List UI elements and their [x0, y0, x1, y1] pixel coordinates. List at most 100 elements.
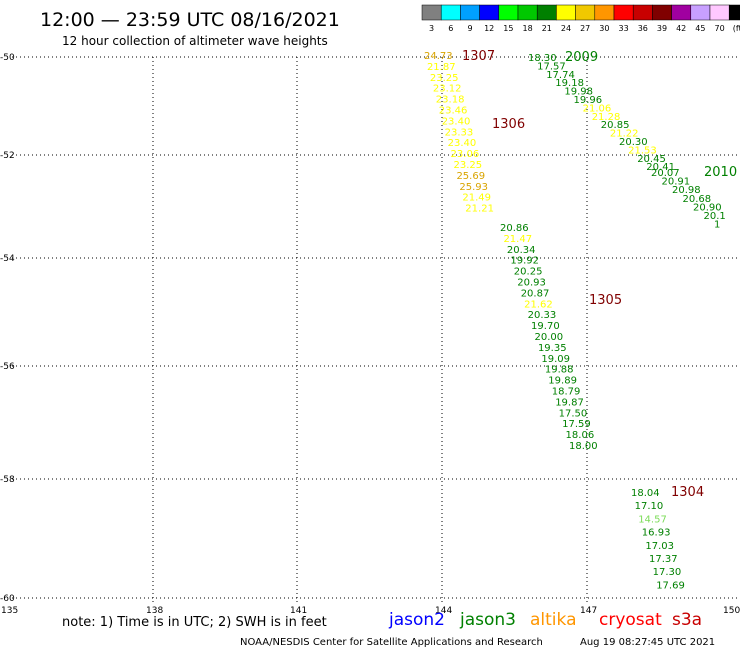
satellite-label-cryosat: cryosat	[599, 610, 662, 630]
track-label: 1307	[462, 49, 495, 64]
lon-label: 144	[435, 606, 452, 616]
wave-height-value: 21.53	[628, 145, 657, 156]
wave-height-value: 23.25	[430, 73, 459, 84]
wave-height-value: 23.18	[436, 95, 465, 106]
legend-swatch	[536, 4, 557, 21]
wave-height-value: 23.33	[445, 127, 474, 138]
wave-height-value: 20.87	[521, 288, 550, 299]
wave-height-value: 25.93	[459, 182, 488, 193]
wave-height-value: 19.35	[538, 343, 567, 354]
wave-height-value: 20.30	[619, 137, 648, 148]
track-label: 2010	[704, 165, 737, 180]
legend-swatch	[498, 4, 519, 21]
wave-height-value: 21.62	[524, 299, 553, 310]
wave-height-value: 21.87	[427, 62, 456, 73]
wave-height-value: 20.45	[637, 154, 666, 165]
wave-height-value: 20.1	[704, 211, 726, 222]
wave-height-value: 14.57	[638, 514, 667, 525]
wave-height-value: 21.28	[592, 112, 621, 123]
legend-label: (ft)	[733, 24, 740, 33]
wave-height-value: 19.87	[555, 397, 584, 408]
legend-label: 45	[695, 24, 705, 33]
legend-label: 21	[542, 24, 552, 33]
map-subtitle: 12 hour collection of altimeter wave hei…	[62, 34, 328, 48]
legend-swatch	[652, 4, 672, 21]
legend-swatch	[632, 4, 653, 21]
legend-swatch	[517, 4, 538, 21]
legend-label: 36	[638, 24, 648, 33]
wave-height-value: 17.10	[635, 501, 664, 512]
wave-height-value: 20.33	[528, 310, 557, 321]
legend-label: 30	[599, 24, 609, 33]
wave-height-value: 20.25	[514, 267, 543, 278]
lat-lon-grid	[12, 56, 740, 604]
legend-swatch	[690, 4, 711, 21]
wave-height-value: 17.50	[559, 408, 588, 419]
wave-height-value: 19.88	[545, 365, 574, 376]
wave-height-value: 20.91	[662, 177, 691, 188]
wave-height-value: 20.68	[683, 194, 712, 205]
wave-height-value: 23.46	[439, 106, 468, 117]
legend-swatch	[709, 4, 730, 21]
wave-height-value: 20.86	[500, 223, 529, 234]
lon-label: 141	[290, 606, 307, 616]
footer-timestamp: Aug 19 08:27:45 UTC 2021	[580, 637, 715, 648]
wave-height-value: 20.85	[601, 120, 630, 131]
legend-swatch	[671, 4, 692, 21]
legend-label: 39	[657, 24, 667, 33]
legend-swatch	[460, 4, 480, 21]
wave-height-value: 18.79	[552, 387, 581, 398]
wave-height-value: 17.59	[562, 419, 591, 430]
legend-swatch	[421, 4, 442, 21]
map-title: 12:00 — 23:59 UTC 08/16/2021	[40, 9, 340, 31]
wave-height-value: 20.07	[651, 168, 680, 179]
wave-height-value: 17.30	[653, 567, 682, 578]
legend-swatch	[556, 4, 576, 21]
lon-label: 135	[1, 606, 18, 616]
legend-swatch	[728, 4, 740, 21]
legend-swatch	[575, 4, 596, 21]
lat-label: -54	[0, 254, 15, 264]
wave-height-value: 23.40	[448, 138, 477, 149]
lon-label: 147	[580, 606, 597, 616]
legend-label: 9	[467, 24, 472, 33]
lat-label: -50	[0, 53, 15, 63]
wave-height-value: 20.41	[646, 162, 675, 173]
wave-height-value: 21.49	[462, 193, 491, 204]
wave-height-value: 20.93	[517, 278, 546, 289]
legend-label: 12	[484, 24, 494, 33]
wave-height-value: 17.74	[546, 70, 575, 81]
wave-height-value: 19.92	[510, 256, 539, 267]
legend-swatch	[594, 4, 615, 21]
legend-label: 27	[580, 24, 590, 33]
legend-label: 70	[715, 24, 725, 33]
track-label: 1306	[492, 117, 525, 132]
wave-height-value: 18.06	[566, 430, 595, 441]
wave-height-value: 21.47	[503, 234, 532, 245]
wave-height-value: 1	[714, 220, 720, 231]
satellite-label-jason2: jason2	[388, 610, 445, 630]
wave-height-value: 18.04	[631, 488, 660, 499]
wave-height-value: 21.21	[465, 204, 494, 215]
legend-swatch	[479, 4, 500, 21]
wave-height-value: 16.93	[642, 528, 671, 539]
lat-label: -60	[0, 594, 15, 604]
wave-height-value: 17.69	[656, 580, 685, 591]
wave-height-value: 20.00	[535, 332, 564, 343]
wave-height-value: 20.34	[507, 245, 536, 256]
footer-credit: NOAA/NESDIS Center for Satellite Applica…	[240, 637, 543, 648]
satellite-label-s3a: s3a	[672, 610, 702, 630]
track-label: 1304	[671, 485, 704, 500]
legend-label: 33	[619, 24, 629, 33]
wave-height-value: 21.22	[610, 129, 639, 140]
wave-height-value: 20.90	[693, 202, 722, 213]
satellite-key: jason2 jason3 altika cryosat s3a	[388, 610, 702, 630]
legend-label: 42	[676, 24, 686, 33]
satellite-label-jason3: jason3	[459, 610, 516, 630]
wave-height-value: 19.98	[564, 87, 593, 98]
footer-note: note: 1) Time is in UTC; 2) SWH is in fe…	[62, 615, 327, 630]
wave-height-value: 19.89	[548, 376, 577, 387]
lon-label: 150	[723, 606, 740, 616]
